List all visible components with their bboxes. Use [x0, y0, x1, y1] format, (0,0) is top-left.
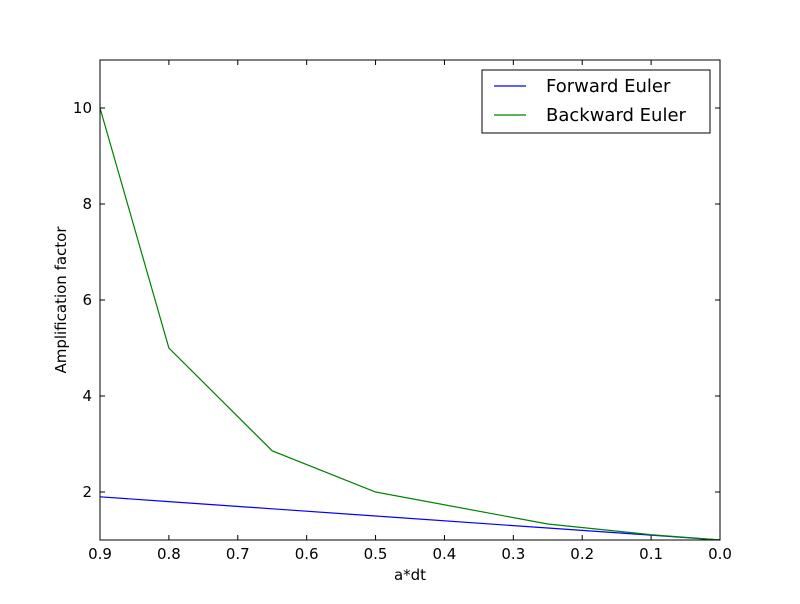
- y-tick-label: 4: [82, 387, 92, 405]
- x-tick-label: 0.6: [295, 545, 319, 563]
- x-tick-label: 0.3: [501, 545, 525, 563]
- tick-labels: 0.9 0.8 0.7 0.6 0.5 0.4 0.3 0.2 0.1 0.0 2 4 6 8 10: [73, 99, 732, 563]
- x-tick-label: 0.2: [570, 545, 594, 563]
- y-tick-label: 10: [73, 99, 92, 117]
- y-tick-label: 6: [82, 291, 92, 309]
- legend-box: [481, 69, 711, 134]
- legend-label-forward-euler: Forward Euler: [546, 76, 671, 97]
- axis-ticks: [99, 60, 721, 540]
- y-tick-label: 8: [82, 195, 92, 213]
- legend: Forward Euler Backward Euler: [481, 69, 711, 134]
- y-axis-label: Amplification factor: [52, 226, 70, 374]
- series-lines: [99, 107, 721, 541]
- x-axis-label: a*dt: [394, 566, 426, 584]
- series-line-forward-euler: [99, 496, 721, 541]
- x-tick-label: 0.8: [157, 545, 181, 563]
- x-tick-label: 0.7: [226, 545, 250, 563]
- y-tick-label: 2: [82, 483, 92, 501]
- x-tick-label: 0.1: [639, 545, 663, 563]
- legend-label-backward-euler: Backward Euler: [546, 105, 687, 126]
- x-tick-label: 0.4: [433, 545, 457, 563]
- x-tick-label: 0.5: [364, 545, 388, 563]
- x-tick-label: 0.0: [708, 545, 732, 563]
- series-line-backward-euler: [99, 107, 721, 541]
- plot-area-frame: [99, 59, 721, 541]
- x-tick-label: 0.9: [88, 545, 112, 563]
